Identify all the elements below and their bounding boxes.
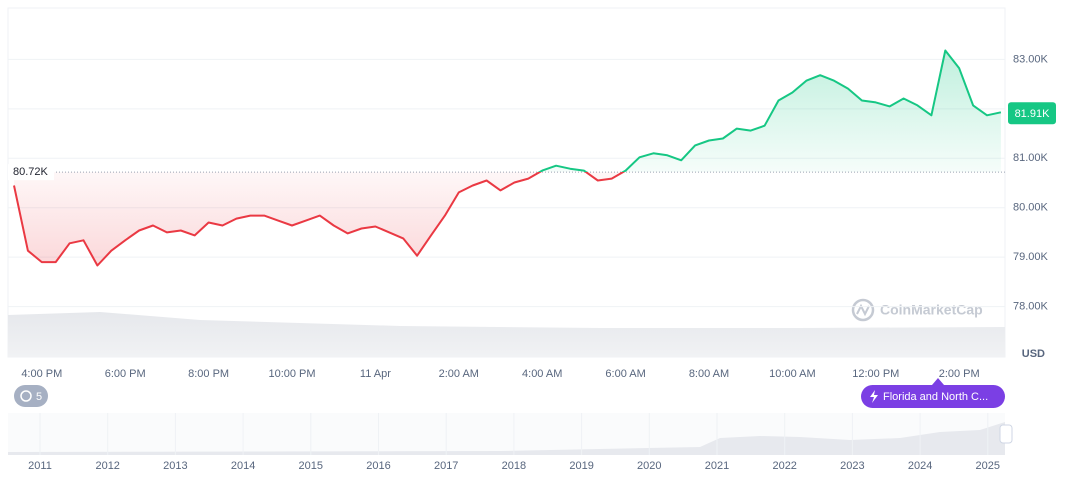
y-tick-label: 81.00K bbox=[1013, 152, 1049, 164]
year-label: 2023 bbox=[840, 460, 864, 472]
x-tick-label: 10:00 AM bbox=[769, 368, 815, 380]
event-text: Florida and North C... bbox=[883, 391, 988, 403]
y-tick-label: 78.00K bbox=[1013, 300, 1049, 312]
currency: USD bbox=[1022, 348, 1045, 360]
year-label: 2019 bbox=[569, 460, 593, 472]
year-label: 2012 bbox=[95, 460, 119, 472]
y-tick-label: 79.00K bbox=[1013, 251, 1049, 263]
event-pill[interactable]: Florida and North C... bbox=[861, 378, 1005, 408]
year-label: 2017 bbox=[434, 460, 458, 472]
year-label: 2011 bbox=[28, 460, 52, 472]
y-tick-label: 83.00K bbox=[1013, 53, 1049, 65]
navigator-area bbox=[8, 422, 1005, 455]
current-price-tag bbox=[1008, 102, 1056, 125]
year-label: 2016 bbox=[366, 460, 390, 472]
x-tick-label: 6:00 PM bbox=[105, 368, 146, 380]
year-label: 2015 bbox=[299, 460, 323, 472]
year-label: 2014 bbox=[231, 460, 255, 472]
year-label: 2024 bbox=[908, 460, 932, 472]
x-tick-label: 4:00 PM bbox=[21, 368, 62, 380]
x-tick-label: 6:00 AM bbox=[605, 368, 645, 380]
x-tick-label: 8:00 AM bbox=[689, 368, 729, 380]
price-line bbox=[13, 49, 1002, 267]
price-area bbox=[14, 50, 1001, 266]
history-badge[interactable]: 5 bbox=[14, 385, 48, 407]
x-tick-label: 8:00 PM bbox=[188, 368, 229, 380]
x-tick-label: 12:00 PM bbox=[852, 368, 899, 380]
history-count: 5 bbox=[36, 391, 42, 403]
x-tick-label: 10:00 PM bbox=[268, 368, 315, 380]
year-label: 2025 bbox=[976, 460, 1000, 472]
watermark: CoinMarketCap bbox=[851, 298, 983, 322]
reference-label-bg bbox=[8, 164, 54, 181]
y-tick-label: 80.00K bbox=[1013, 202, 1049, 214]
x-tick-label: 2:00 AM bbox=[439, 368, 479, 380]
x-tick-label: 11 Apr bbox=[360, 368, 391, 380]
year-label: 2020 bbox=[637, 460, 661, 472]
volume-area bbox=[8, 312, 1005, 357]
year-label: 2021 bbox=[705, 460, 729, 472]
x-tick-label: 2:00 PM bbox=[939, 368, 980, 380]
reference-label: 80.72K bbox=[13, 166, 49, 178]
year-label: 2018 bbox=[502, 460, 526, 472]
x-tick-label: 4:00 AM bbox=[522, 368, 562, 380]
year-label: 2022 bbox=[772, 460, 796, 472]
watermark-text: CoinMarketCap bbox=[880, 302, 983, 318]
current-price-label: 81.91K bbox=[1015, 108, 1051, 120]
navigator-handle[interactable] bbox=[999, 424, 1013, 444]
year-label: 2013 bbox=[163, 460, 187, 472]
